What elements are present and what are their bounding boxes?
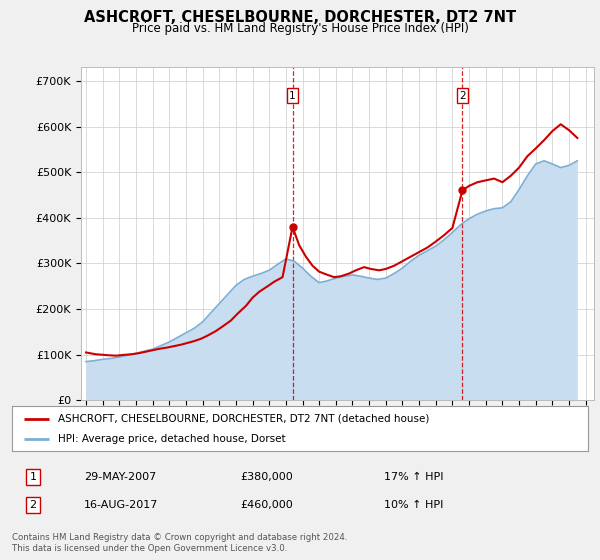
Text: Price paid vs. HM Land Registry's House Price Index (HPI): Price paid vs. HM Land Registry's House … — [131, 22, 469, 35]
Text: £380,000: £380,000 — [240, 472, 293, 482]
Text: 1: 1 — [289, 91, 296, 101]
Text: 16-AUG-2017: 16-AUG-2017 — [84, 500, 158, 510]
Text: 2: 2 — [29, 500, 37, 510]
Text: 10% ↑ HPI: 10% ↑ HPI — [384, 500, 443, 510]
Text: 1: 1 — [29, 472, 37, 482]
Text: HPI: Average price, detached house, Dorset: HPI: Average price, detached house, Dors… — [58, 434, 286, 444]
Text: 17% ↑ HPI: 17% ↑ HPI — [384, 472, 443, 482]
Text: £460,000: £460,000 — [240, 500, 293, 510]
Text: ASHCROFT, CHESELBOURNE, DORCHESTER, DT2 7NT (detached house): ASHCROFT, CHESELBOURNE, DORCHESTER, DT2 … — [58, 413, 430, 423]
Text: 2: 2 — [459, 91, 466, 101]
Text: Contains HM Land Registry data © Crown copyright and database right 2024.
This d: Contains HM Land Registry data © Crown c… — [12, 533, 347, 553]
Text: 29-MAY-2007: 29-MAY-2007 — [84, 472, 156, 482]
Text: ASHCROFT, CHESELBOURNE, DORCHESTER, DT2 7NT: ASHCROFT, CHESELBOURNE, DORCHESTER, DT2 … — [84, 10, 516, 25]
